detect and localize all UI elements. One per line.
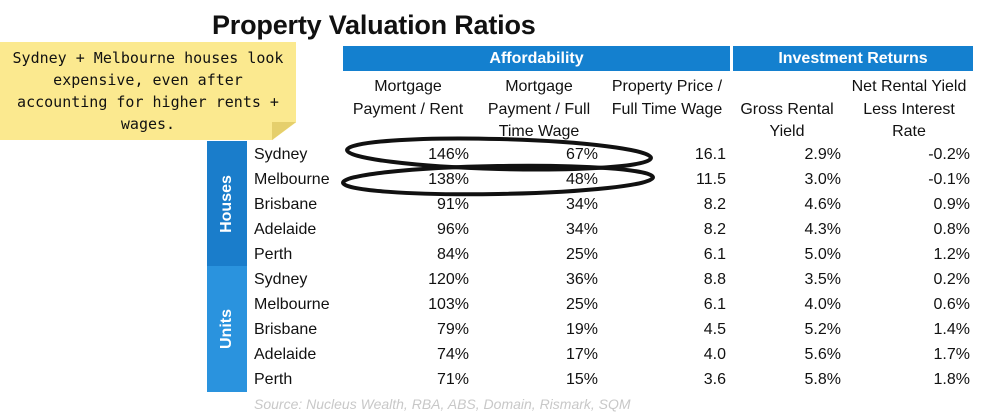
table-row-city: Sydney xyxy=(254,146,308,163)
table-row-city: Perth xyxy=(254,371,293,388)
column-header-mortgage-rent: Mortgage Payment / Rent xyxy=(352,78,464,118)
table-cell: 17% xyxy=(565,346,598,363)
table-cell: 71% xyxy=(436,371,469,388)
table-row-city: Perth xyxy=(254,246,293,263)
table-cell: 5.8% xyxy=(804,371,841,388)
table-cell: 1.8% xyxy=(933,371,970,388)
table-cell: 2.9% xyxy=(804,146,841,163)
table-cell: 96% xyxy=(436,221,469,238)
row-group-houses: Houses xyxy=(207,141,247,266)
table-cell: 8.2 xyxy=(703,221,726,238)
group-header-investment-returns: Investment Returns xyxy=(733,46,973,71)
table-cell: 1.7% xyxy=(933,346,970,363)
table-cell: 74% xyxy=(436,346,469,363)
table-cell: 3.5% xyxy=(804,271,841,288)
source-note: Source: Nucleus Wealth, RBA, ABS, Domain… xyxy=(254,396,631,412)
column-header-mortgage-wage: Mortgage Payment / Full Time Wage xyxy=(487,78,591,140)
table-row-city: Melbourne xyxy=(254,296,330,313)
column-header-price-wage: Property Price / Full Time Wage xyxy=(611,78,723,118)
table-cell: 4.6% xyxy=(804,196,841,213)
table-cell: 5.2% xyxy=(804,321,841,338)
column-header-net-yield: Net Rental Yield Less Interest Rate xyxy=(851,78,967,140)
table-cell: 1.2% xyxy=(933,246,970,263)
table-cell: 25% xyxy=(565,246,598,263)
group-header-affordability: Affordability xyxy=(343,46,730,71)
table-row-city: Brisbane xyxy=(254,196,318,213)
chart-title: Property Valuation Ratios xyxy=(212,10,536,40)
table-cell: 4.5 xyxy=(703,321,726,338)
table-cell: 4.3% xyxy=(804,221,841,238)
table-cell: 0.6% xyxy=(933,296,970,313)
table-cell: 8.2 xyxy=(703,196,726,213)
table-cell: 79% xyxy=(436,321,469,338)
table-cell: 3.6 xyxy=(703,371,726,388)
table-cell: 19% xyxy=(565,321,598,338)
table-cell: 3.0% xyxy=(804,171,841,188)
table-cell: -0.1% xyxy=(928,171,970,188)
table-cell: 8.8 xyxy=(703,271,726,288)
table-cell: 138% xyxy=(428,171,469,188)
table-row-city: Adelaide xyxy=(254,346,317,363)
table-cell: 0.2% xyxy=(933,271,970,288)
table-cell: 25% xyxy=(565,296,598,313)
table-cell: 6.1 xyxy=(703,296,726,313)
table-cell: 0.9% xyxy=(933,196,970,213)
table-row-city: Adelaide xyxy=(254,221,317,238)
sticky-note: Sydney + Melbourne houses look expensive… xyxy=(0,42,296,140)
table-cell: 0.8% xyxy=(933,221,970,238)
table-cell: 67% xyxy=(565,146,598,163)
table-cell: 6.1 xyxy=(703,246,726,263)
sticky-note-text: Sydney + Melbourne houses look expensive… xyxy=(12,49,284,133)
table-cell: 91% xyxy=(436,196,469,213)
table-cell: 4.0 xyxy=(703,346,726,363)
table-row-city: Sydney xyxy=(254,271,308,288)
table-cell: 34% xyxy=(565,221,598,238)
column-header-gross-yield: Gross Rental Yield xyxy=(740,100,834,141)
table-cell: 1.4% xyxy=(933,321,970,338)
table-cell: 146% xyxy=(428,146,469,163)
table-cell: 5.6% xyxy=(804,346,841,363)
table-cell: -0.2% xyxy=(928,146,970,163)
table-row-city: Brisbane xyxy=(254,321,318,338)
table-cell: 16.1 xyxy=(694,146,726,163)
table-cell: 15% xyxy=(565,371,598,388)
row-group-houses-label: Houses xyxy=(218,174,235,233)
table-cell: 5.0% xyxy=(804,246,841,263)
table-cell: 4.0% xyxy=(804,296,841,313)
table-cell: 120% xyxy=(428,271,469,288)
table-cell: 103% xyxy=(428,296,469,313)
row-group-units: Units xyxy=(207,266,247,392)
table-cell: 48% xyxy=(565,171,598,188)
table-cell: 36% xyxy=(565,271,598,288)
table-row-city: Melbourne xyxy=(254,171,330,188)
row-group-units-label: Units xyxy=(218,309,235,349)
table-cell: 34% xyxy=(565,196,598,213)
table-cell: 11.5 xyxy=(696,171,726,188)
table-cell: 84% xyxy=(436,246,469,263)
